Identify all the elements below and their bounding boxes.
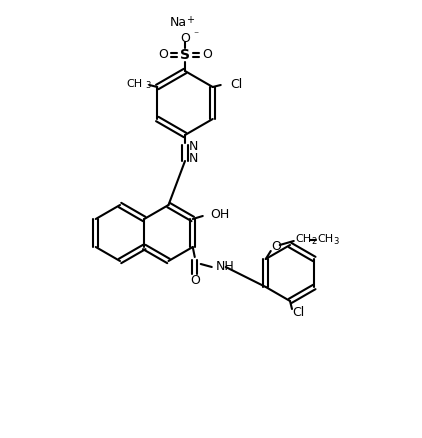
Text: N: N [189,152,198,166]
Text: Na: Na [170,17,187,29]
Text: O: O [202,49,212,61]
Text: O: O [190,273,200,286]
Text: 3: 3 [334,237,339,246]
Text: NH: NH [216,261,235,273]
Text: +: + [186,15,194,25]
Text: OH: OH [211,208,230,220]
Text: Cl: Cl [292,307,304,319]
Text: CH: CH [296,234,312,244]
Text: Cl: Cl [231,78,243,91]
Text: ⁻: ⁻ [193,30,198,40]
Text: N: N [189,141,198,153]
Text: O: O [158,49,168,61]
Text: O: O [180,32,190,45]
Text: CH: CH [126,79,142,89]
Text: S: S [180,48,190,62]
Text: CH: CH [318,234,334,244]
Text: 3: 3 [145,81,150,91]
Text: O: O [271,240,281,254]
Text: 2: 2 [312,237,317,246]
